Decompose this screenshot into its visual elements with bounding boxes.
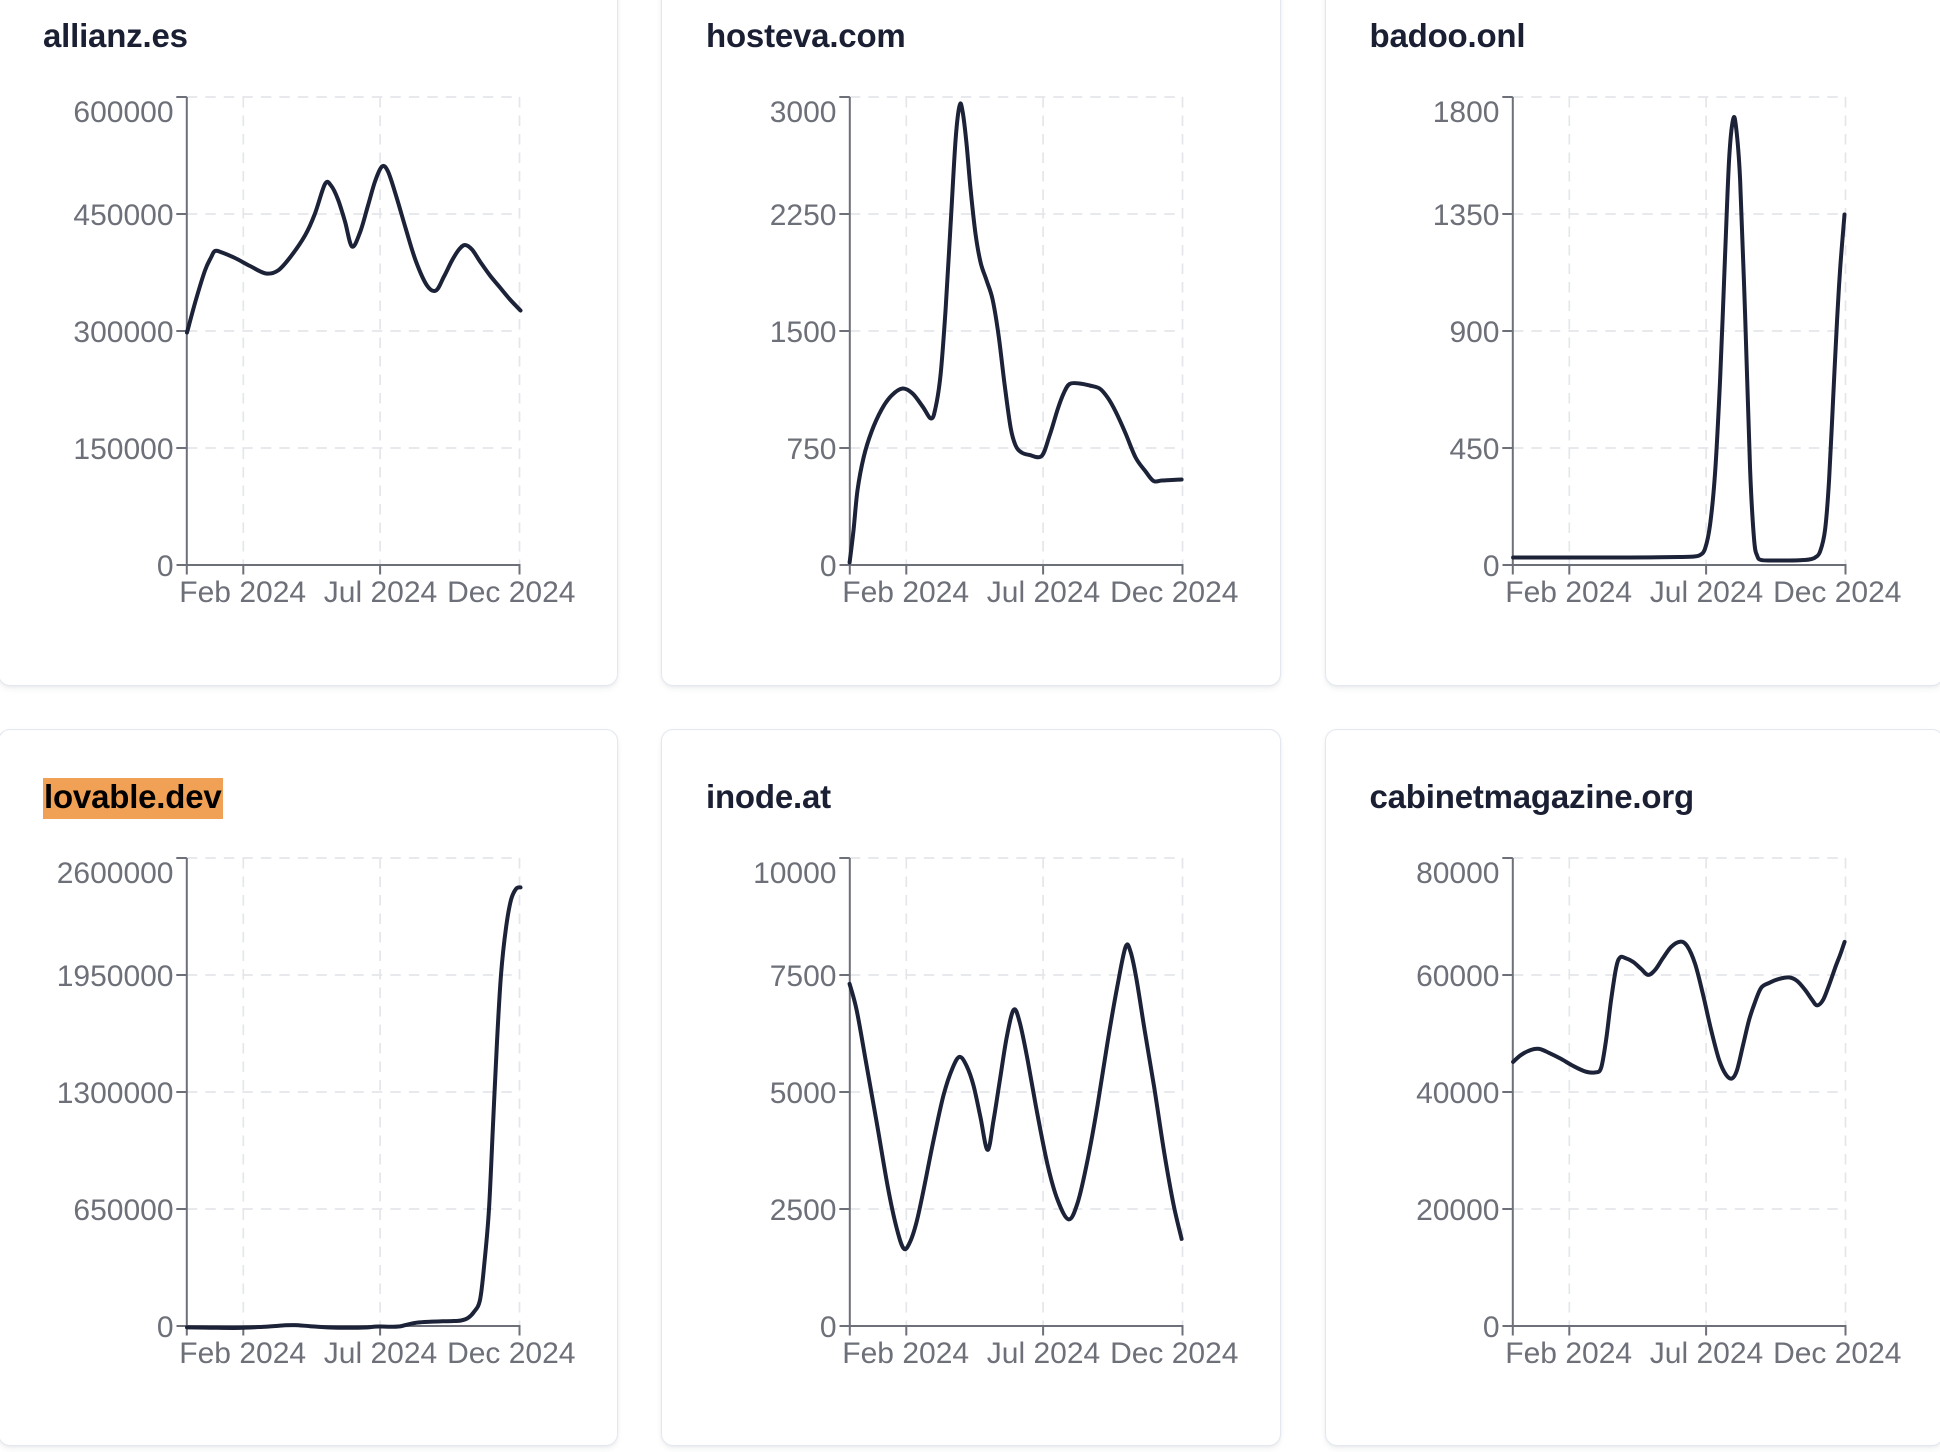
svg-text:0: 0: [819, 550, 836, 583]
svg-text:450: 450: [1449, 433, 1499, 466]
svg-text:Dec 2024: Dec 2024: [1773, 576, 1901, 609]
svg-text:10000: 10000: [753, 857, 836, 890]
svg-text:Dec 2024: Dec 2024: [1110, 576, 1238, 609]
svg-text:Feb 2024: Feb 2024: [842, 1337, 969, 1370]
svg-text:Jul 2024: Jul 2024: [1650, 1337, 1763, 1370]
svg-text:600000: 600000: [73, 96, 173, 129]
svg-text:300000: 300000: [73, 316, 173, 349]
svg-text:Dec 2024: Dec 2024: [1773, 1337, 1901, 1370]
svg-text:7500: 7500: [769, 959, 836, 992]
svg-text:Feb 2024: Feb 2024: [842, 576, 969, 609]
svg-text:1350: 1350: [1433, 199, 1500, 232]
svg-text:Dec 2024: Dec 2024: [447, 576, 575, 609]
svg-text:20000: 20000: [1416, 1193, 1499, 1226]
svg-text:0: 0: [1483, 550, 1500, 583]
svg-text:Jul 2024: Jul 2024: [986, 1337, 1099, 1370]
svg-text:2250: 2250: [769, 199, 836, 232]
svg-text:2600000: 2600000: [56, 857, 173, 890]
svg-text:1500: 1500: [769, 316, 836, 349]
svg-text:Feb 2024: Feb 2024: [1505, 576, 1632, 609]
svg-text:1300000: 1300000: [56, 1076, 173, 1109]
svg-text:Jul 2024: Jul 2024: [986, 576, 1099, 609]
svg-text:Dec 2024: Dec 2024: [1110, 1337, 1238, 1370]
svg-text:Feb 2024: Feb 2024: [179, 576, 306, 609]
svg-text:Jul 2024: Jul 2024: [323, 1337, 436, 1370]
svg-text:Feb 2024: Feb 2024: [1505, 1337, 1632, 1370]
svg-text:0: 0: [819, 1310, 836, 1343]
svg-text:0: 0: [1483, 1310, 1500, 1343]
svg-text:80000: 80000: [1416, 857, 1499, 890]
svg-text:150000: 150000: [73, 433, 173, 466]
svg-text:Feb 2024: Feb 2024: [179, 1337, 306, 1370]
svg-text:1950000: 1950000: [56, 959, 173, 992]
svg-text:650000: 650000: [73, 1193, 173, 1226]
svg-text:450000: 450000: [73, 199, 173, 232]
svg-text:Jul 2024: Jul 2024: [323, 576, 436, 609]
svg-text:60000: 60000: [1416, 959, 1499, 992]
svg-text:750: 750: [786, 433, 836, 466]
svg-text:2500: 2500: [769, 1193, 836, 1226]
svg-text:0: 0: [156, 550, 173, 583]
svg-text:900: 900: [1449, 316, 1499, 349]
svg-text:Jul 2024: Jul 2024: [1650, 576, 1763, 609]
svg-text:3000: 3000: [769, 96, 836, 129]
svg-text:0: 0: [156, 1310, 173, 1343]
svg-text:40000: 40000: [1416, 1076, 1499, 1109]
svg-text:5000: 5000: [769, 1076, 836, 1109]
svg-text:Dec 2024: Dec 2024: [447, 1337, 575, 1370]
svg-text:1800: 1800: [1433, 96, 1500, 129]
